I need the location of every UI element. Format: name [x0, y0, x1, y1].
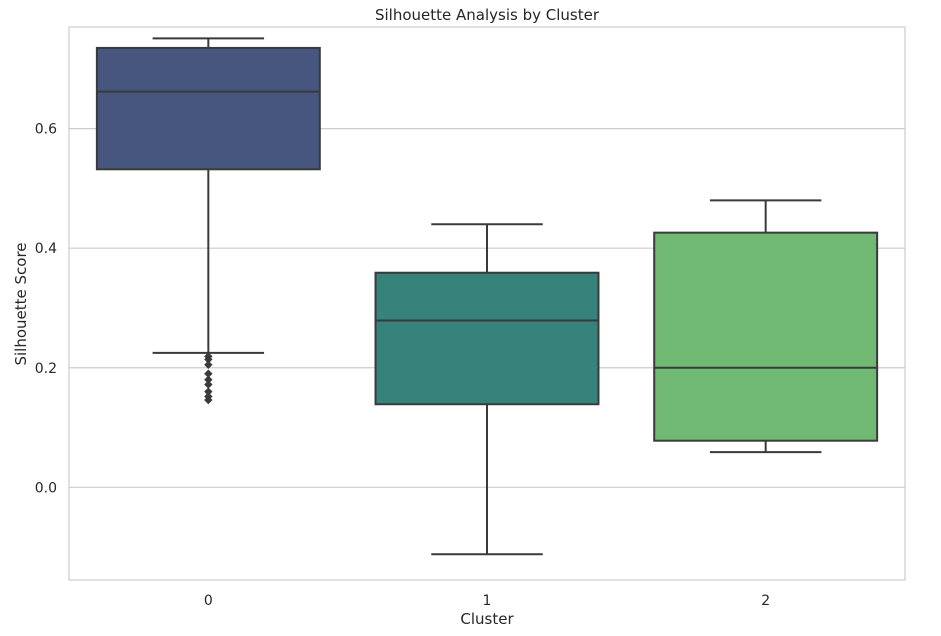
box-cluster-0 [95, 37, 321, 405]
outlier-point [204, 375, 213, 384]
y-tick-label: 0.0 [35, 480, 57, 496]
x-tick-label: 2 [761, 593, 770, 609]
y-tick-labels: 0.0 0.2 0.4 0.6 [35, 122, 57, 497]
y-tick-label: 0.2 [35, 361, 57, 377]
iqr-box [95, 46, 321, 171]
outlier-point [204, 395, 213, 405]
outlier-point [204, 360, 213, 369]
outlier-point [204, 387, 213, 396]
boxes [95, 37, 879, 556]
y-tick-label: 0.6 [35, 122, 57, 138]
x-tick-label: 1 [483, 593, 492, 609]
y-axis-label: Silhouette Score [12, 242, 30, 365]
x-tick-labels: 0 1 2 [204, 593, 770, 609]
outlier-point [204, 380, 213, 389]
box-cluster-1 [374, 223, 600, 556]
chart-title: Silhouette Analysis by Cluster [375, 6, 600, 24]
x-axis-label: Cluster [460, 610, 514, 628]
iqr-box [653, 231, 879, 442]
x-tick-label: 0 [204, 593, 213, 609]
outlier-point [204, 355, 213, 364]
box-cluster-2 [653, 199, 879, 454]
y-tick-label: 0.4 [35, 241, 57, 257]
iqr-box [374, 271, 600, 406]
outlier-point [204, 369, 213, 378]
